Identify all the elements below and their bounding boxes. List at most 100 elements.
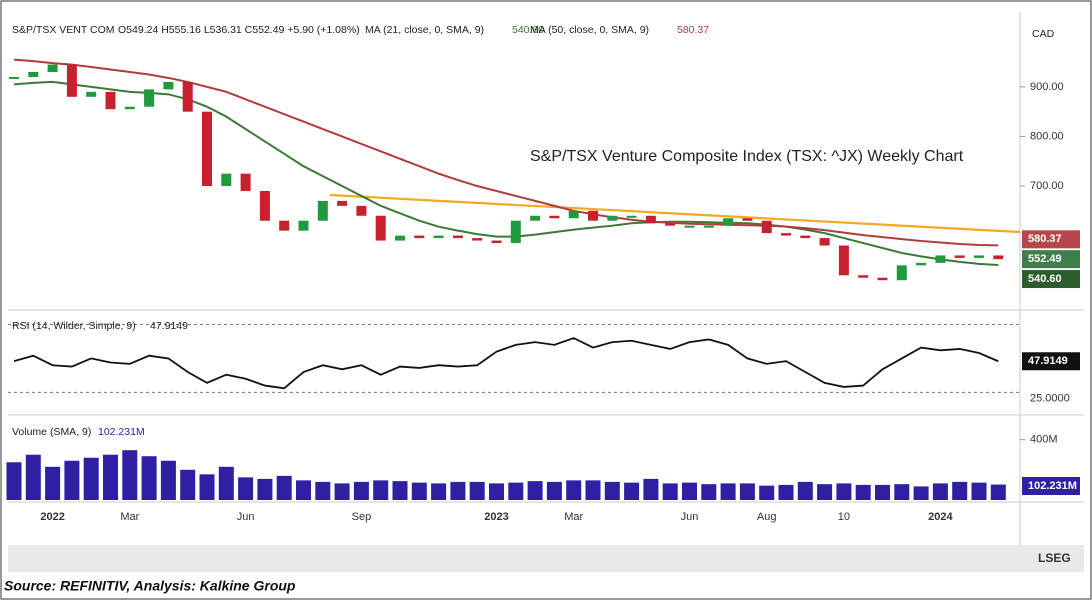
candle-body — [9, 76, 19, 79]
panel-title: Volume (SMA, 9) — [12, 426, 91, 438]
candle-body — [530, 215, 541, 221]
volume-bar — [662, 483, 678, 500]
candle-body — [86, 91, 97, 97]
candle-body — [645, 215, 656, 224]
volume-bar — [624, 482, 640, 500]
legend-value: 102.231M — [98, 426, 145, 438]
rsi-line — [13, 337, 999, 390]
candle-body — [974, 255, 984, 258]
volume-bar — [64, 460, 80, 500]
volume-bar — [585, 480, 601, 500]
volume-bar — [913, 486, 929, 500]
candle-body — [761, 220, 772, 234]
x-tick-label: 2022 — [40, 511, 64, 523]
price-tag: 580.37 — [1028, 233, 1062, 245]
candle-body — [626, 215, 637, 218]
legend-value: 47.9149 — [150, 320, 188, 332]
volume-bar — [83, 457, 99, 500]
x-tick-label: Sep — [352, 511, 372, 523]
volume-bar — [720, 483, 736, 500]
candle-body — [684, 225, 695, 228]
volume-bar — [952, 481, 968, 500]
candle-body — [588, 210, 598, 221]
volume-bar — [855, 484, 871, 500]
volume-bar — [990, 484, 1006, 500]
volume-bar — [431, 483, 447, 500]
volume-bar — [392, 481, 408, 500]
volume-bar — [450, 481, 466, 500]
volume-bar — [508, 482, 524, 500]
x-tick-label: Aug — [757, 511, 777, 523]
candle-body — [28, 72, 39, 77]
x-tick-label: Mar — [564, 511, 583, 523]
candle-body — [337, 200, 348, 206]
volume-bar — [373, 480, 389, 500]
price-tag-bg — [1022, 270, 1080, 289]
price-tag: 540.60 — [1028, 273, 1062, 285]
candle-body — [723, 218, 734, 226]
candle-body — [240, 173, 251, 191]
symbol: S&P/TSX VENT COM — [12, 24, 115, 36]
volume-bar — [797, 481, 813, 500]
y-tick-label: 800.00 — [1030, 130, 1064, 142]
rsi-tag-bg — [1022, 352, 1080, 371]
candle-body — [298, 220, 309, 231]
candle-body — [163, 81, 174, 90]
candle-body — [742, 218, 753, 221]
candle-body — [124, 106, 135, 110]
volume-bar — [836, 483, 852, 500]
volume-bar — [759, 485, 775, 500]
candle-body — [993, 255, 1004, 260]
candle-body — [568, 210, 579, 219]
ohlc: O549.24 H555.16 L536.31 C552.49 +5.90 (+… — [118, 24, 360, 36]
currency: CAD — [1032, 28, 1055, 40]
candle-body — [221, 173, 232, 187]
candle-body — [47, 64, 58, 73]
volume-bar — [682, 482, 697, 500]
x-tick-label: 2024 — [928, 511, 953, 523]
candle-body — [452, 235, 463, 239]
y-tick-label: 900.00 — [1030, 81, 1064, 93]
volume-bar — [6, 462, 22, 500]
x-tick-label: Jun — [681, 511, 699, 523]
volume-bar — [296, 480, 311, 500]
volume-bar — [199, 474, 215, 500]
volume-bar — [45, 466, 61, 500]
x-tick-label: Jun — [237, 511, 255, 523]
candle-body — [414, 235, 425, 239]
candle-body — [858, 275, 869, 278]
candle-body — [877, 277, 888, 281]
volume-bar — [257, 478, 273, 500]
y-tick-label: 25.0000 — [1030, 392, 1070, 404]
candle-body — [703, 225, 714, 228]
candle-body — [781, 233, 791, 236]
volume-bar — [875, 484, 890, 500]
source-note: Source: REFINITIV, Analysis: Kalkine Gro… — [4, 578, 296, 594]
annotation: S&P/TSX Venture Composite Index (TSX: ^J… — [530, 148, 964, 165]
volume-bar — [701, 484, 717, 500]
volume-bar — [238, 477, 254, 500]
candle-body — [954, 255, 965, 258]
volume-bar — [160, 460, 176, 500]
volume-bar — [566, 480, 582, 500]
volume-bar — [315, 481, 331, 500]
price-tag-bg — [1022, 230, 1080, 249]
volume-bar — [180, 469, 196, 500]
candle-body — [144, 89, 155, 107]
candle-body — [838, 245, 849, 276]
legend-value: 540.60 — [512, 24, 544, 36]
candle-body — [259, 190, 270, 221]
volume-bar — [218, 466, 234, 500]
trend-line — [329, 193, 1021, 234]
volume-bar — [739, 483, 755, 500]
candle-body — [896, 265, 907, 281]
volume-bar — [25, 454, 41, 500]
candle-body — [491, 240, 502, 244]
candle-body — [935, 255, 946, 263]
volume-bar — [778, 484, 794, 500]
volume-bar — [353, 481, 369, 500]
volume-bar — [141, 456, 157, 500]
legend-name: MA (21, close, 0, SMA, 9) — [365, 24, 484, 36]
candle-body — [66, 64, 77, 97]
